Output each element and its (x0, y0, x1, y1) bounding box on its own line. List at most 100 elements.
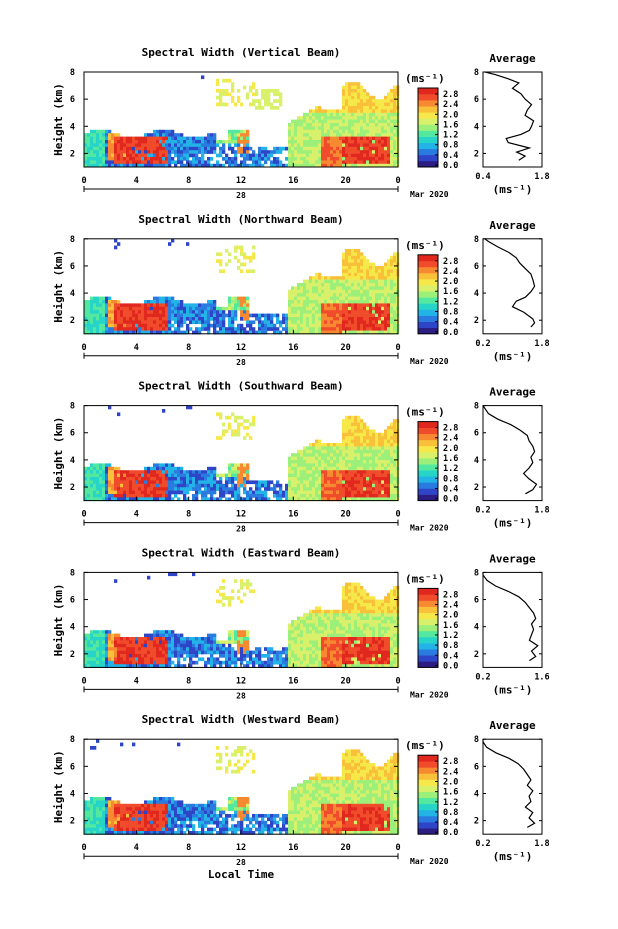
heatmap-cell (147, 637, 151, 641)
heatmap-cell (354, 140, 358, 144)
heatmap-cell (159, 306, 163, 311)
heatmap-cell (333, 112, 337, 117)
heatmap-cell (129, 654, 133, 658)
heatmap-cell (132, 494, 136, 498)
heatmap-cell (342, 293, 346, 297)
heatmap-cell (387, 446, 391, 451)
heatmap-cell (156, 143, 160, 148)
heatmap-cell (96, 327, 100, 331)
heatmap-cell (246, 129, 250, 134)
heatmap-cell (120, 306, 124, 311)
heatmap-cell (345, 327, 349, 331)
heatmap-cell (357, 473, 361, 478)
heatmap-cell (252, 153, 256, 158)
heatmap-cell (231, 630, 235, 634)
heatmap-cell (276, 497, 280, 502)
heatmap-cell (174, 664, 178, 668)
heatmap-cell (369, 296, 373, 301)
heatmap-cell (375, 443, 379, 447)
heatmap-cell (384, 453, 388, 457)
colorbar-tick-label: 0.8 (443, 141, 458, 151)
heatmap-cell (141, 654, 145, 658)
heatmap-cell (222, 603, 226, 607)
heatmap-cell (318, 446, 322, 451)
heatmap-cell (387, 153, 391, 158)
heatmap-cell (195, 637, 199, 641)
heatmap-cell (198, 330, 202, 335)
heatmap-cell (342, 300, 346, 304)
heatmap-cell (312, 330, 316, 335)
heatmap-cell (357, 470, 361, 474)
heatmap-cell (117, 640, 121, 645)
heatmap-cell (252, 664, 256, 668)
heatmap-cell (327, 313, 331, 318)
heatmap-cell (114, 146, 118, 151)
heatmap-cell (393, 276, 397, 280)
heatmap-cell (243, 497, 247, 502)
heatmap-cell (204, 650, 208, 655)
heatmap-cell (174, 320, 178, 325)
heatmap-cell (117, 657, 121, 662)
heatmap-cell (345, 473, 349, 478)
heatmap-cell (357, 157, 361, 161)
heatmap-cell (228, 660, 232, 665)
heatmap-cell (393, 262, 397, 267)
heatmap-cell (384, 163, 388, 168)
heatmap-cell (375, 157, 379, 161)
heatmap-cell (240, 317, 244, 321)
heatmap-cell (168, 153, 172, 158)
heatmap-cell (309, 163, 313, 168)
heatmap-cell (99, 654, 103, 658)
heatmap-cell (375, 296, 379, 301)
heatmap-cell (348, 466, 352, 471)
heatmap-cell (369, 323, 373, 328)
heatmap-cell (312, 140, 316, 144)
y-tick-label: 8 (70, 68, 75, 78)
heatmap-cell (183, 157, 187, 161)
heatmap-cell (303, 163, 307, 168)
heatmap-cell (168, 633, 172, 638)
heatmap-cell (291, 300, 295, 304)
heatmap-cell (333, 136, 337, 141)
heatmap-cell (177, 136, 181, 141)
heatmap-cell (381, 317, 385, 321)
heatmap-cell (201, 323, 205, 328)
heatmap-cell (276, 494, 280, 498)
heatmap-cell (297, 620, 301, 624)
heatmap-cell (183, 483, 187, 488)
heatmap-cell (234, 660, 238, 665)
heatmap-cell (315, 310, 319, 314)
heatmap-cell (231, 146, 235, 151)
heatmap-cell (258, 146, 262, 151)
heatmap-cell (336, 296, 340, 301)
heatmap-cell (267, 95, 271, 100)
heatmap-cell (345, 494, 349, 498)
heatmap-cell (342, 303, 346, 308)
heatmap-cell (159, 327, 163, 331)
heatmap-cell (318, 470, 322, 474)
heatmap-cell (111, 470, 115, 474)
heatmap-cell (192, 150, 196, 154)
heatmap-cell (345, 286, 349, 291)
heatmap-cell (186, 477, 190, 481)
heatmap-cell (369, 102, 373, 107)
heatmap-cell (168, 664, 172, 668)
heatmap-cell (378, 323, 382, 328)
heatmap-cell (246, 490, 250, 495)
heatmap-cell (231, 163, 235, 168)
heatmap-cell (348, 296, 352, 301)
heatmap-cell (213, 327, 217, 331)
heatmap-cell (162, 300, 166, 304)
heatmap-cell (114, 245, 118, 250)
heatmap-cell (360, 463, 364, 468)
heatmap-cell (324, 143, 328, 148)
heatmap-cell (108, 470, 112, 474)
heatmap-cell (327, 453, 331, 457)
heatmap-cell (165, 660, 169, 665)
heatmap-cell (192, 153, 196, 158)
heatmap-cell (231, 317, 235, 321)
colorbar-tick-label: 2.4 (443, 100, 458, 110)
heatmap-cell (342, 283, 346, 287)
heatmap-cell (99, 490, 103, 495)
heatmap-cell (162, 473, 166, 478)
